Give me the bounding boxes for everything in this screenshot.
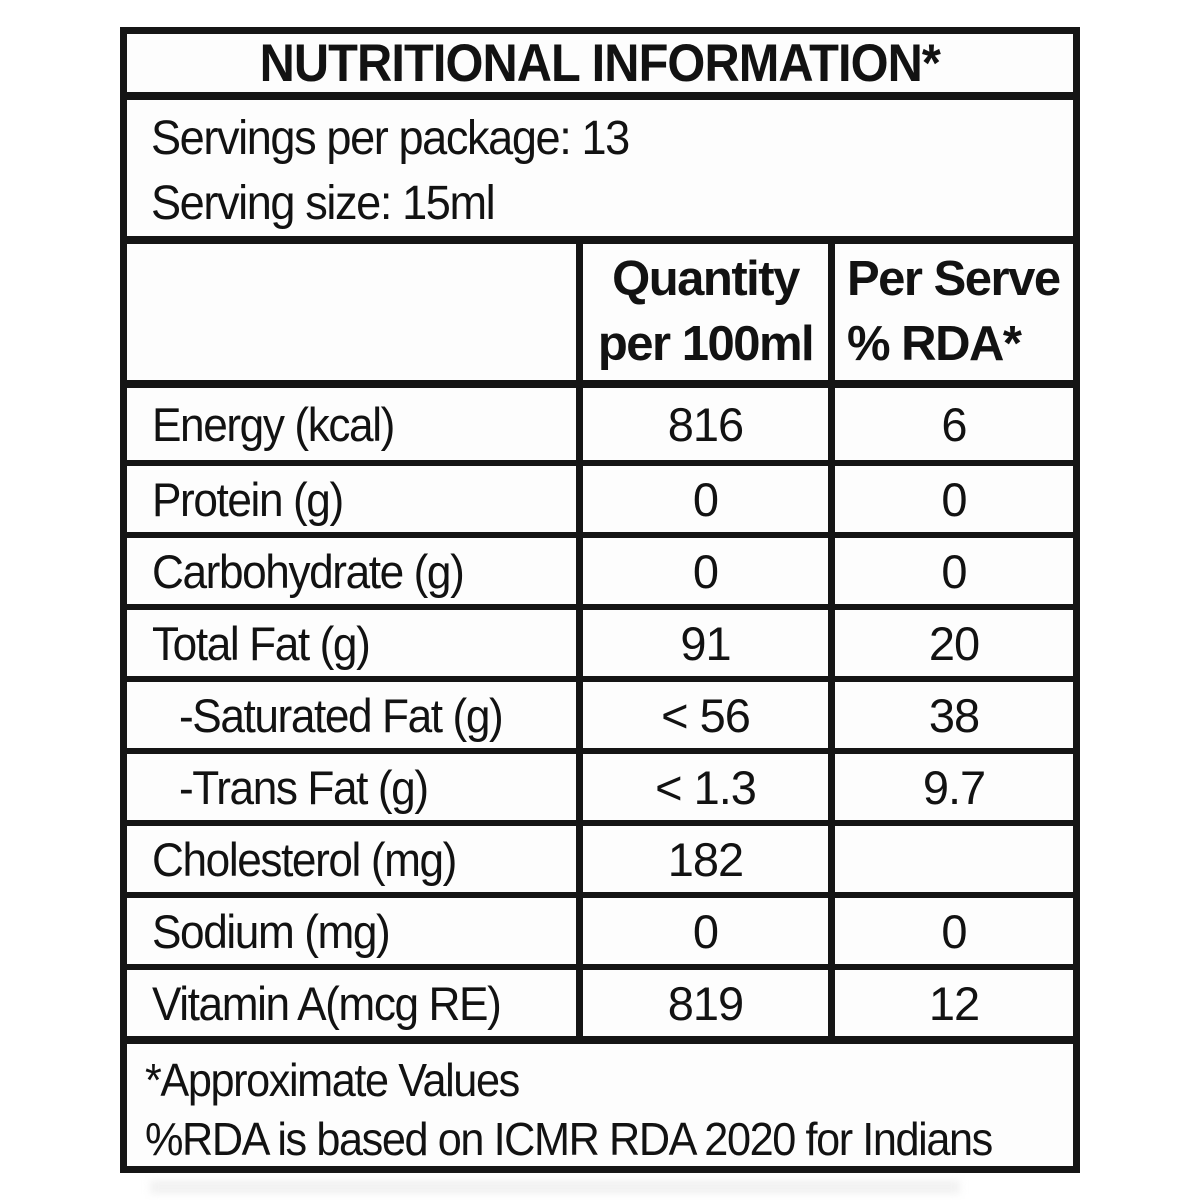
row-qty-value: 819 bbox=[667, 976, 744, 1030]
row-label: Sodium (mg) bbox=[152, 904, 391, 958]
header-per-serve-rda: Per Serve % RDA* bbox=[828, 244, 1073, 380]
table-row-total-fat: Total Fat (g) 91 20 bbox=[127, 604, 1073, 676]
row-rda-value: 12 bbox=[928, 976, 980, 1030]
row-label: Total Fat (g) bbox=[152, 616, 371, 670]
row-label: -Saturated Fat (g) bbox=[179, 688, 504, 742]
label-title-row: NUTRITIONAL INFORMATION* bbox=[127, 34, 1073, 100]
table-row-carbohydrate: Carbohydrate (g) 0 0 bbox=[127, 532, 1073, 604]
row-qty-value: 0 bbox=[692, 472, 719, 526]
header-blank-cell bbox=[127, 244, 576, 380]
row-rda-value: 9.7 bbox=[922, 760, 986, 814]
label-title: NUTRITIONAL INFORMATION* bbox=[259, 33, 941, 93]
row-rda-value: 38 bbox=[928, 688, 980, 742]
table-header-row: Quantity per 100ml Per Serve % RDA* bbox=[127, 244, 1073, 388]
nutrition-label: NUTRITIONAL INFORMATION* Servings per pa… bbox=[120, 27, 1080, 1173]
row-rda-value: 20 bbox=[928, 616, 980, 670]
row-label: Energy (kcal) bbox=[152, 397, 395, 451]
row-label: Carbohydrate (g) bbox=[152, 544, 465, 598]
table-row-saturated-fat: -Saturated Fat (g) < 56 38 bbox=[127, 676, 1073, 748]
header-quantity-per-100ml: Quantity per 100ml bbox=[576, 244, 828, 380]
row-qty-value: < 1.3 bbox=[655, 760, 757, 814]
photo-artifact-smudge bbox=[150, 1180, 960, 1194]
row-label: Protein (g) bbox=[152, 472, 344, 526]
row-qty-value: 816 bbox=[667, 397, 744, 451]
footnote-approximate-values: *Approximate Values bbox=[145, 1053, 520, 1106]
table-row-vitamin-a: Vitamin A(mcg RE) 819 12 bbox=[127, 964, 1073, 1036]
table-row-trans-fat: -Trans Fat (g) < 1.3 9.7 bbox=[127, 748, 1073, 820]
row-qty-value: 182 bbox=[667, 832, 744, 886]
footnote-rda-basis: %RDA is based on ICMR RDA 2020 for India… bbox=[145, 1113, 993, 1166]
servings-per-package: Servings per package: 13 bbox=[151, 112, 630, 165]
footnotes-section: *Approximate Values %RDA is based on ICM… bbox=[127, 1036, 1073, 1169]
row-label: Vitamin A(mcg RE) bbox=[152, 976, 502, 1030]
table-row-protein: Protein (g) 0 0 bbox=[127, 460, 1073, 532]
row-label: Cholesterol (mg) bbox=[152, 832, 457, 886]
table-row-energy: Energy (kcal) 816 6 bbox=[127, 388, 1073, 460]
row-rda-value: 0 bbox=[941, 904, 967, 958]
row-qty-value: 91 bbox=[680, 616, 731, 670]
row-rda-value: 0 bbox=[941, 472, 967, 526]
serving-info-section: Servings per package: 13 Serving size: 1… bbox=[127, 100, 1073, 244]
table-row-cholesterol: Cholesterol (mg) 182 bbox=[127, 820, 1073, 892]
row-qty-value: < 56 bbox=[661, 688, 751, 742]
serving-size: Serving size: 15ml bbox=[151, 177, 496, 230]
table-row-sodium: Sodium (mg) 0 0 bbox=[127, 892, 1073, 964]
row-qty-value: 0 bbox=[692, 544, 719, 598]
row-qty-value: 0 bbox=[692, 904, 719, 958]
row-rda-value: 0 bbox=[941, 544, 967, 598]
row-rda-value: 6 bbox=[941, 397, 967, 451]
row-label: -Trans Fat (g) bbox=[179, 760, 429, 814]
